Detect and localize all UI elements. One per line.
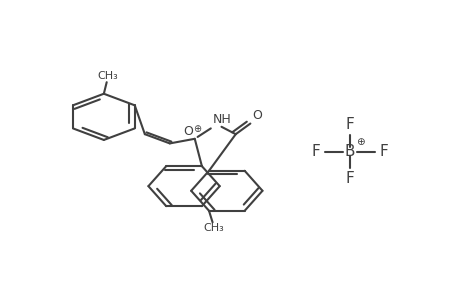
Text: F: F — [345, 117, 353, 132]
Text: ⊕: ⊕ — [355, 137, 364, 147]
Text: F: F — [311, 144, 319, 159]
Text: NH: NH — [212, 113, 231, 126]
Text: O: O — [183, 124, 193, 138]
Text: CH₃: CH₃ — [202, 224, 223, 233]
Text: CH₃: CH₃ — [97, 71, 118, 81]
Text: O: O — [252, 109, 262, 122]
Text: F: F — [379, 144, 387, 159]
Text: F: F — [345, 171, 353, 186]
Text: B: B — [344, 144, 354, 159]
Text: ⊕: ⊕ — [193, 124, 201, 134]
